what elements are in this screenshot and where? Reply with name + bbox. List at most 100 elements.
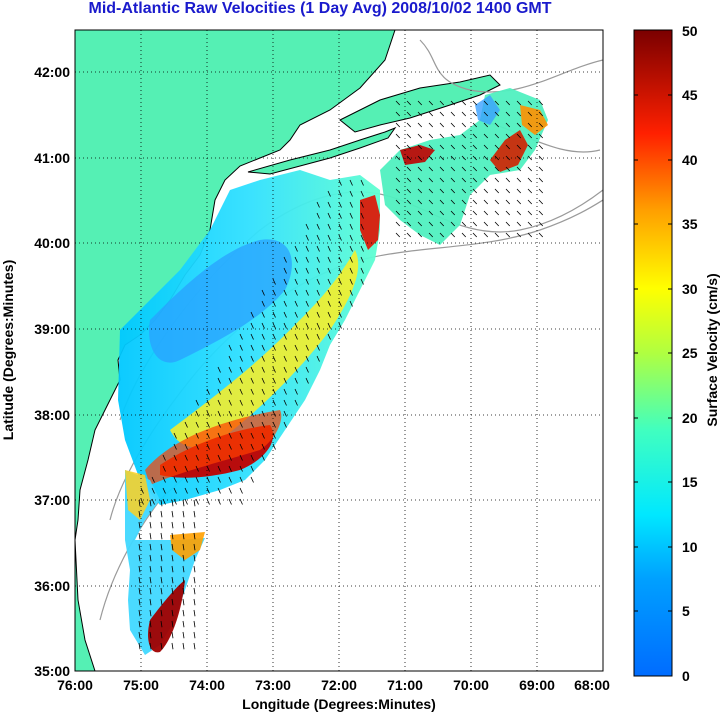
velocity-arrow	[283, 421, 287, 428]
velocity-arrow	[250, 432, 254, 439]
velocity-arrow	[505, 144, 511, 150]
velocity-arrow	[149, 576, 152, 584]
grid	[75, 30, 603, 671]
velocity-arrow	[283, 388, 287, 395]
velocity-arrow	[395, 210, 401, 216]
velocity-arrow	[261, 399, 265, 406]
velocity-arrow	[171, 543, 174, 551]
velocity-arrow	[294, 333, 298, 340]
velocity-arrow	[171, 576, 174, 584]
velocity-arrow	[360, 223, 364, 230]
velocity-arrow	[184, 454, 188, 461]
velocity-arrow	[316, 311, 320, 318]
velocity-arrow	[305, 344, 309, 351]
velocity-arrow	[316, 212, 320, 219]
velocity-arrow	[272, 443, 276, 450]
velocity-arrow	[193, 543, 196, 551]
velocity-arrow	[327, 311, 331, 318]
velocity-arrow	[228, 465, 232, 472]
velocity-arrow	[494, 122, 500, 128]
velocity-arrow	[494, 188, 500, 194]
plot-frame	[74, 29, 604, 672]
colorbar-ticks	[634, 94, 672, 612]
velocity-arrow	[428, 221, 434, 227]
velocity-arrow	[428, 210, 434, 216]
velocity-arrow	[450, 144, 456, 150]
velocity-arrow	[250, 410, 254, 417]
velocity-arrow	[538, 122, 544, 128]
velocity-arrow	[138, 620, 141, 628]
velocity-arrow	[505, 122, 511, 128]
velocity-arrow	[250, 399, 254, 406]
velocity-arrow	[294, 388, 298, 395]
velocity-arrow	[305, 322, 309, 329]
velocity-arrow	[360, 201, 364, 208]
velocity-arrow	[439, 166, 445, 172]
velocity-arrow	[461, 177, 467, 183]
velocity-arrow	[261, 355, 265, 362]
velocity-red-east	[360, 195, 380, 250]
velocity-arrow	[171, 631, 174, 639]
velocity-arrow	[239, 421, 243, 428]
colorbar-tick-label: 45	[682, 87, 698, 103]
velocity-arrow	[483, 100, 489, 106]
velocity-arrow	[173, 443, 177, 450]
velocity-arrow	[206, 487, 210, 494]
velocity-arrow	[316, 201, 320, 208]
velocity-arrow	[439, 144, 445, 150]
velocity-arrow	[439, 133, 445, 139]
velocity-arrow	[171, 598, 174, 606]
velocity-arrow	[239, 498, 243, 505]
velocity-arrow	[272, 388, 276, 395]
velocity-arrow	[483, 232, 489, 238]
velocity-arrow	[206, 410, 210, 417]
velocity-arrow	[228, 388, 232, 395]
y-tick-labels: 42:00 41:00 40:00 39:00 38:00 37:00 36:0…	[34, 64, 70, 679]
velocity-arrow	[338, 267, 342, 274]
velocity-arrow	[472, 155, 478, 161]
velocity-arrow	[272, 377, 276, 384]
velocity-arrow	[417, 122, 423, 128]
velocity-arrow	[406, 232, 412, 238]
velocity-arrow	[360, 234, 364, 241]
long-island	[247, 126, 397, 175]
velocity-arrow	[182, 521, 185, 529]
velocity-arrow	[461, 232, 467, 238]
colorbar-tick-label: 35	[682, 216, 698, 232]
velocity-arrow	[193, 620, 196, 628]
velocity-arrow	[527, 199, 533, 205]
velocity-arrow	[360, 256, 364, 263]
velocity-arrow	[149, 554, 152, 562]
velocity-arrow	[483, 133, 489, 139]
velocity-arrow	[428, 177, 434, 183]
velocity-arrow	[228, 432, 232, 439]
velocity-arrow	[283, 366, 287, 373]
velocity-mid-band	[170, 250, 359, 448]
velocity-arrow	[428, 111, 434, 117]
velocity-arrow	[171, 587, 174, 595]
velocity-arrow	[160, 521, 163, 529]
velocity-arrow	[250, 421, 254, 428]
velocity-arrow	[305, 289, 309, 296]
velocity-arrow	[195, 454, 199, 461]
velocity-arrow	[395, 177, 401, 183]
velocity-arrow	[195, 399, 199, 406]
velocity-arrow	[272, 355, 276, 362]
velocity-arrow	[360, 179, 364, 186]
colorbar-tick-label: 40	[682, 152, 698, 168]
velocity-arrow	[327, 322, 331, 329]
velocity-arrow	[316, 278, 320, 285]
velocity-arrow	[149, 620, 152, 628]
velocity-arrow	[294, 344, 298, 351]
velocity-arrow	[160, 642, 163, 650]
velocity-arrow	[327, 245, 331, 252]
velocity-arrow	[417, 232, 423, 238]
velocity-arrow	[516, 177, 522, 183]
velocity-arrow	[294, 300, 298, 307]
velocity-arrow	[516, 100, 522, 106]
velocity-arrow	[505, 210, 511, 216]
velocity-arrow	[483, 122, 489, 128]
x-tick-labels: 76:00 75:00 74:00 73:00 72:00 71:00 70:0…	[57, 677, 610, 693]
velocity-arrow	[250, 366, 254, 373]
velocity-arrow	[160, 543, 163, 551]
